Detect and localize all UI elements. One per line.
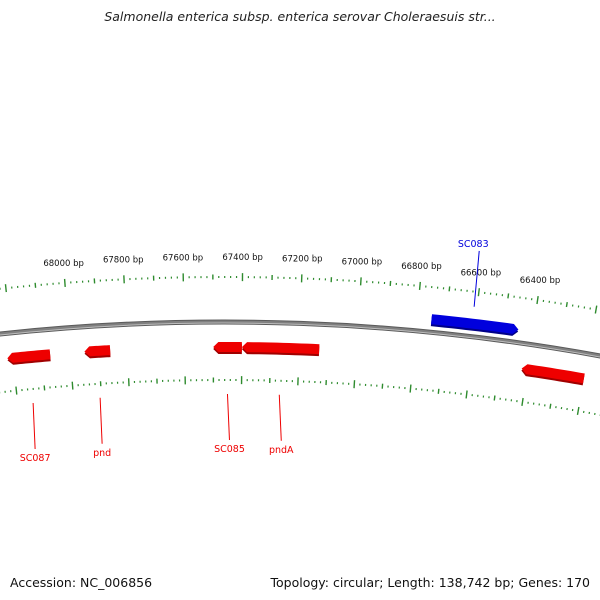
scale-label: 66600 bp — [461, 268, 502, 278]
outer-tick-mark — [477, 288, 481, 297]
outer-tick-mark — [359, 277, 362, 286]
outer-tick-mark — [4, 284, 7, 293]
outer-tick-mark — [594, 305, 598, 314]
inner-tick-mark — [521, 397, 524, 406]
genome-title: Salmonella enterica subsp. enterica sero… — [104, 9, 496, 24]
outer-tick-mark — [418, 281, 421, 291]
outer-tick-mark — [63, 278, 66, 287]
backbone-layer — [0, 319, 600, 359]
outer-tick-mark — [536, 295, 539, 305]
inner-tick-mark — [71, 381, 74, 390]
gene-leader-line — [278, 394, 282, 441]
gene-label: SC083 — [458, 239, 489, 250]
gene-layer — [7, 314, 585, 386]
gene-arrow[interactable] — [84, 345, 111, 357]
inner-tick-mark — [437, 388, 440, 394]
gene-leader-line — [473, 250, 480, 307]
inner-tick-mark — [493, 395, 496, 401]
scale-label: 67800 bp — [103, 255, 144, 265]
outer-tick-mark — [448, 286, 451, 292]
gene-leader-line — [99, 397, 103, 444]
gene-arrow[interactable] — [241, 342, 320, 355]
summary-text: Topology: circular; Length: 138,742 bp; … — [270, 575, 591, 590]
label-layer: 68000 bp 67800 bp 67600 bp 67400 bp 67200 bp… — [20, 239, 561, 464]
scale-label: 67000 bp — [342, 257, 383, 267]
backbone-highlight — [0, 322, 600, 358]
gene-label: pnd — [93, 448, 111, 459]
scale-label: 67600 bp — [163, 253, 204, 263]
inner-tick-mark — [15, 386, 18, 395]
accession-text: Accession: NC_006856 — [10, 575, 153, 590]
outer-tick-mark — [565, 301, 568, 308]
inner-tick-mark — [353, 380, 356, 389]
tick-layer — [0, 273, 600, 416]
gene-leader-line — [32, 402, 36, 450]
scale-label: 67200 bp — [282, 254, 323, 264]
gene-arrow[interactable] — [521, 364, 585, 384]
inner-tick-mark — [549, 403, 552, 409]
outer-tick-mark — [507, 293, 510, 299]
inner-tick-mark — [465, 390, 468, 399]
gene-arrow[interactable] — [213, 342, 242, 353]
inner-tick-mark — [409, 384, 412, 393]
scale-label: 66400 bp — [520, 276, 561, 286]
scale-label: 67400 bp — [222, 253, 263, 263]
gene-leader-line — [226, 393, 230, 441]
gene-arrow[interactable] — [431, 314, 519, 334]
gene-label: SC085 — [214, 444, 245, 455]
inner-tick-mark — [576, 406, 580, 416]
backbone-line — [0, 320, 600, 358]
gene-arrow[interactable] — [7, 349, 51, 363]
gene-label: SC087 — [20, 453, 51, 464]
scale-label: 68000 bp — [43, 259, 84, 269]
gene-label: pndA — [269, 445, 294, 456]
scale-label: 66800 bp — [401, 262, 442, 272]
